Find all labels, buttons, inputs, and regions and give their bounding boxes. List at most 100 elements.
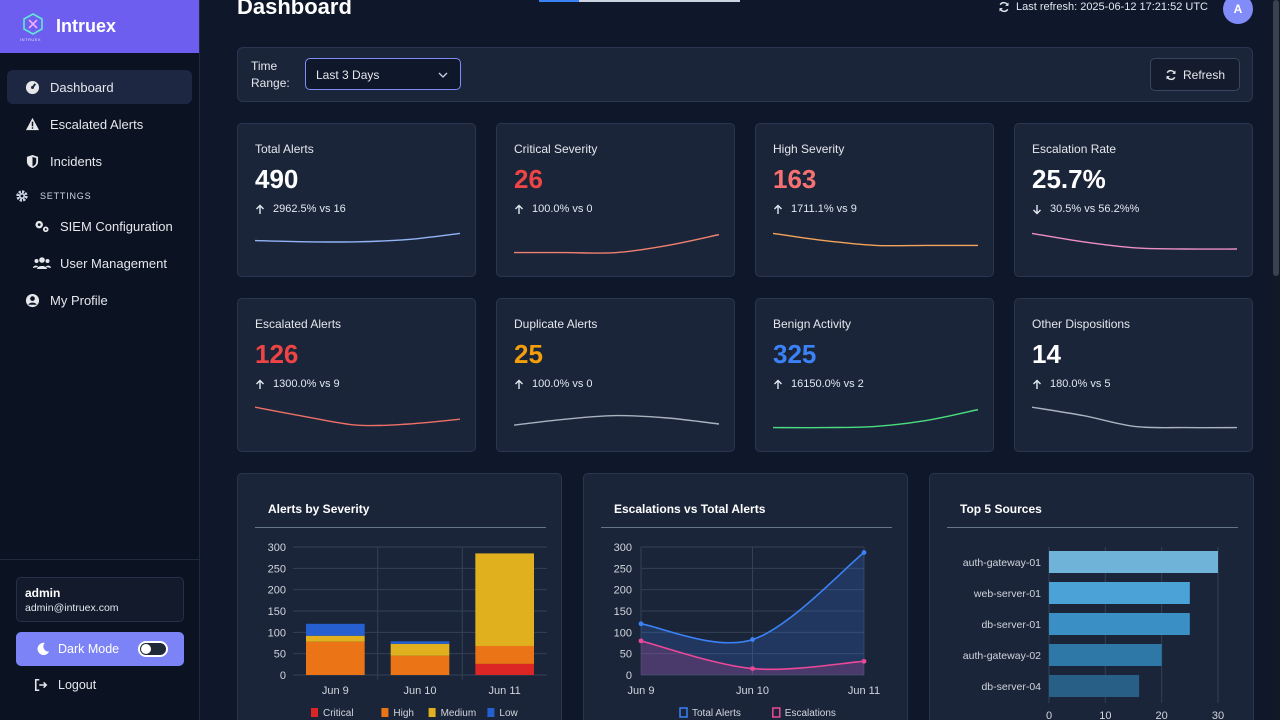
legend-swatch <box>381 708 389 717</box>
stat-card-high-severity: High Severity 163 1711.1% vs 9 <box>755 123 994 277</box>
stat-value: 25.7% <box>1032 164 1106 194</box>
stat-change: 100.0% vs 0 <box>514 203 593 215</box>
y-tick-label: 50 <box>620 649 632 661</box>
data-point <box>638 621 644 627</box>
sparkline-path <box>255 406 460 427</box>
stat-value: 25 <box>514 339 543 369</box>
escalations-line-chart: 0 50 100 150 200 250 300 Jun 9 Jun 10 Jun 11 Total… <box>614 542 880 719</box>
stat-change: 1711.1% vs 9 <box>773 203 857 215</box>
sidebar-footer: admin admin@intruex.com Dark Mode Logout <box>0 559 200 702</box>
sidebar-item-user-management[interactable]: User Management <box>7 246 192 280</box>
arrow-up-icon <box>773 204 783 215</box>
sparkline-path <box>514 233 719 254</box>
user-name: admin <box>25 586 61 600</box>
x-tick-label: Jun 10 <box>736 685 769 697</box>
scroll-indicator <box>539 0 740 2</box>
x-tick-label: Jun 9 <box>628 685 655 697</box>
sidebar-item-my-profile[interactable]: My Profile <box>7 283 192 317</box>
sparkline <box>255 232 460 243</box>
legend-swatch <box>428 708 436 717</box>
legend-label: Medium <box>441 708 477 719</box>
stat-title: Total Alerts <box>255 142 314 156</box>
y-tick-label: web-server-01 <box>973 588 1041 600</box>
stat-value: 325 <box>773 339 817 369</box>
chart-panel-escalations-vs-total: Escalations vs Total Alerts 0 50 100 150 200… <box>583 473 908 720</box>
sidebar-item-dashboard[interactable]: Dashboard <box>7 70 192 104</box>
stat-card-critical-severity: Critical Severity 26 100.0% vs 0 <box>496 123 735 277</box>
scrollbar-thumb[interactable] <box>1273 0 1279 276</box>
sparkline-path <box>1032 406 1237 429</box>
sync-icon <box>998 1 1010 13</box>
time-range-label: Time Range: <box>251 59 290 90</box>
sidebar-item-escalated-alerts[interactable]: Escalated Alerts <box>7 107 192 141</box>
x-tick-label: 30 <box>1212 710 1224 720</box>
stat-change: 2962.5% vs 16 <box>255 203 346 215</box>
sidebar-item-label: Incidents <box>50 153 103 169</box>
page-title: Dashboard <box>237 0 352 19</box>
dark-mode-toggle[interactable] <box>138 641 168 657</box>
x-tick-label: Jun 11 <box>489 685 521 697</box>
logout-button[interactable]: Logout <box>16 668 184 702</box>
stat-title: Other Dispositions <box>1032 317 1131 331</box>
stat-title: Benign Activity <box>773 317 852 331</box>
stat-change-text: 100.0% vs 0 <box>532 378 593 390</box>
legend-label: High <box>393 708 414 719</box>
dark-mode-button[interactable]: Dark Mode <box>16 632 184 666</box>
chart-title: Escalations vs Total Alerts <box>614 502 766 516</box>
stat-change-text: 1300.0% vs 9 <box>273 378 340 390</box>
sidebar-item-siem-configuration[interactable]: SIEM Configuration <box>7 209 192 243</box>
stat-title: Critical Severity <box>514 142 598 156</box>
y-tick-label: 250 <box>614 563 632 575</box>
bar-segment-medium <box>390 643 450 656</box>
bar-segment-critical <box>475 663 534 675</box>
stat-change-text: 180.0% vs 5 <box>1050 378 1111 390</box>
y-tick-label: 300 <box>268 542 286 554</box>
legend-label: Total Alerts <box>692 708 741 719</box>
y-tick-label: db-server-04 <box>981 681 1041 693</box>
arrow-up-icon <box>773 379 783 390</box>
bar-segment-high <box>475 645 534 664</box>
arrow-up-icon <box>514 379 524 390</box>
settings-section-label: SETTINGS <box>40 191 92 201</box>
y-tick-label: 200 <box>268 585 286 597</box>
sparkline-path <box>773 232 978 247</box>
stat-title: Duplicate Alerts <box>514 317 598 331</box>
stat-change-text: 16150.0% vs 2 <box>791 378 864 390</box>
arrow-up-icon <box>514 204 524 215</box>
y-tick-label: 300 <box>614 542 632 554</box>
legend-swatch <box>487 708 495 717</box>
legend-label: Critical <box>323 708 354 719</box>
arrow-down-icon <box>1032 204 1042 215</box>
area-escalations <box>641 640 864 675</box>
sparkline <box>773 232 978 247</box>
x-tick-label: 0 <box>1046 710 1052 720</box>
x-tick-label: 20 <box>1156 710 1168 720</box>
stat-change-text: 30.5% vs 56.2%% <box>1050 203 1140 215</box>
chevron-down-icon <box>438 69 448 79</box>
bar-db-server-01 <box>1049 613 1190 635</box>
stat-change: 180.0% vs 5 <box>1032 378 1111 390</box>
page-scrollbar[interactable] <box>1272 0 1280 720</box>
y-tick-label: 150 <box>614 606 632 618</box>
stat-title: Escalation Rate <box>1032 142 1117 156</box>
legend-swatch <box>772 707 781 718</box>
refresh-button[interactable]: Refresh <box>1150 58 1240 91</box>
time-range-select[interactable]: Last 3 Days <box>305 58 461 90</box>
y-tick-label: db-server-01 <box>981 619 1041 631</box>
avatar[interactable]: A <box>1223 0 1253 24</box>
top-sources-bar-chart: 0 10 20 30 auth-gateway-01 web-server-01 db-se… <box>963 547 1224 720</box>
user-circle-icon <box>24 292 40 308</box>
stat-change: 30.5% vs 56.2%% <box>1032 203 1139 215</box>
y-tick-label: 50 <box>274 649 286 661</box>
settings-section-header: SETTINGS <box>7 183 192 209</box>
brand[interactable]: INTRUEX Intruex <box>0 0 199 53</box>
bar-web-server-01 <box>1049 582 1190 604</box>
stat-title: Escalated Alerts <box>255 317 342 331</box>
sidebar-item-label: User Management <box>60 255 167 271</box>
bar-segment-low <box>390 641 450 644</box>
bar-segment-low <box>306 623 365 636</box>
sidebar-item-incidents[interactable]: Incidents <box>7 144 192 178</box>
sync-icon <box>1165 69 1177 81</box>
y-tick-label: 100 <box>268 627 286 639</box>
chart-panel-top-sources: Top 5 Sources 0 10 20 30 auth-gateway-01 web-… <box>929 473 1254 720</box>
